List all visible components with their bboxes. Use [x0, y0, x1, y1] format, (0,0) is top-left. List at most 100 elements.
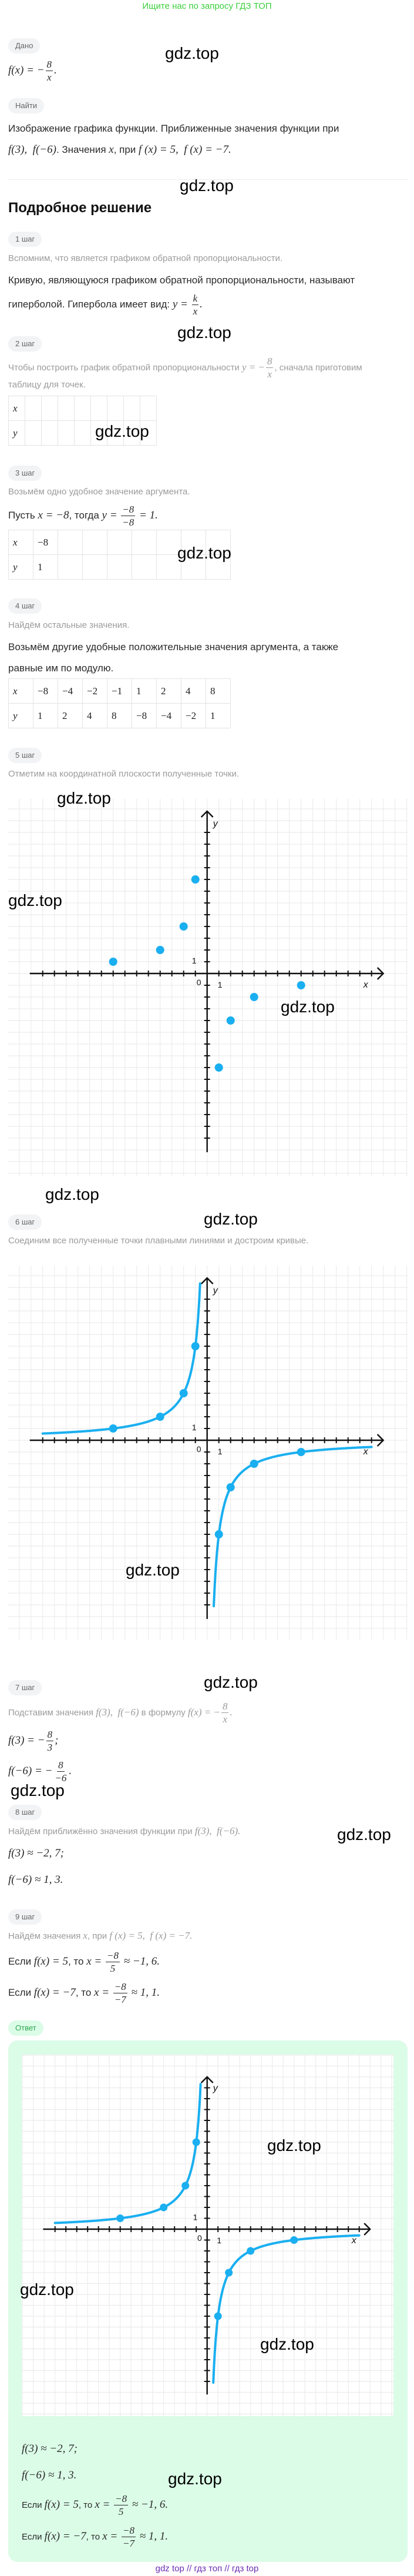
watermark: gdz.top [126, 1561, 180, 1579]
fraction: −8 5 [114, 2493, 129, 2518]
step-5-hint: Отметим на координатной плоскости получе… [8, 769, 240, 779]
find-text-line2: f(3), f(−6). Значения x, при f (x) = 5, … [8, 143, 231, 157]
numerator: k [191, 292, 199, 305]
fraction: −8 5 [105, 1949, 120, 1975]
answer-line1: f(3) ≈ −2, 7; [22, 2442, 78, 2456]
denominator: −7 [122, 2537, 134, 2549]
step-1-hint: Вспомним, что является графиком обратной… [8, 253, 282, 263]
data-point [156, 946, 164, 954]
formula-end: . [54, 64, 57, 76]
watermark: gdz.top [337, 1825, 391, 1844]
hyperbola-branch-right [213, 1446, 373, 1608]
fraction: −8 −7 [113, 1980, 127, 2006]
denominator: 5 [110, 1962, 116, 1974]
text: Пусть [8, 510, 38, 521]
data-point [250, 1460, 258, 1468]
data-point [181, 2182, 190, 2190]
table-cell [58, 554, 83, 580]
watermark: gdz.top [165, 44, 219, 62]
data-point [250, 993, 258, 1001]
step-7-line2: f(−6) = − 8 −6. [8, 1758, 72, 1785]
table-cell [82, 530, 107, 555]
table-row-header: y [8, 420, 25, 446]
answer-graph: 0 1 1 y x [22, 2055, 393, 2416]
step-8-label: 8 шаг [8, 1805, 42, 1820]
step-2-label: 2 шаг [8, 336, 42, 352]
math: f(x) = 5 [33, 1955, 68, 1968]
table-cell: 8 [206, 678, 231, 704]
step-9-line1: Если f(x) = 5, то x = −8 5 ≈ −1, 6. [8, 1948, 160, 1976]
table-row-header: y [8, 703, 33, 728]
table-cell [107, 396, 124, 421]
watermark: gdz.top [57, 789, 111, 807]
watermark: gdz.top [177, 544, 231, 562]
watermark: gdz.top [260, 2335, 314, 2353]
denominator: x [46, 71, 52, 83]
table-cell: −4 [156, 703, 181, 728]
table-cell [25, 396, 42, 421]
step-2-hint: Чтобы построить график обратной пропорци… [8, 354, 362, 381]
text: Если [22, 2531, 45, 2542]
hyperbola-branch-right [212, 2234, 361, 2384]
table-cell: −2 [181, 703, 206, 728]
table-cell: 1 [132, 678, 157, 704]
math: x [109, 143, 114, 156]
math: f(x) = −7 [44, 2530, 86, 2542]
numerator: 8 [45, 58, 53, 71]
table-cell [140, 396, 157, 421]
table-cell [58, 530, 83, 555]
denominator: −8 [122, 516, 134, 528]
data-point [192, 2138, 200, 2146]
numerator: −8 [105, 1949, 120, 1962]
text: , то [78, 2500, 95, 2510]
graph-background [8, 799, 408, 1176]
origin-label: 0 [197, 1444, 201, 1454]
watermark: gdz.top [8, 891, 62, 909]
denominator: x [193, 305, 198, 317]
find-label: Найти [8, 98, 45, 113]
text: Найдём приближённо значения функции при [8, 1826, 195, 1836]
numerator: 8 [46, 1728, 54, 1741]
table-cell [41, 420, 58, 446]
table-cell [132, 530, 157, 555]
math: f(3) ≈ −2, 7; [8, 1847, 65, 1859]
math: x = −8 [38, 509, 69, 521]
hyperbola-branch-left [41, 1282, 201, 1435]
table-cell [156, 554, 181, 580]
text: гиперболой. Гипербола имеет вид: [8, 299, 173, 310]
watermark: gdz.top [204, 1673, 258, 1691]
math: = 1. [136, 509, 158, 521]
step-9-label: 9 шаг [8, 1909, 42, 1925]
step-3-label: 3 шаг [8, 466, 42, 481]
table-row: y [8, 420, 157, 446]
watermark: gdz.top [177, 323, 231, 342]
math: f(3), f(−6) [96, 1707, 139, 1718]
table-cell: −8 [33, 530, 58, 555]
data-point [226, 1016, 235, 1025]
text: сначала приготовим [277, 362, 362, 373]
text: Если [8, 1956, 34, 1967]
denominator: 5 [118, 2505, 124, 2517]
watermark: gdz.top [20, 2280, 74, 2299]
math: ≈ 1, 1. [128, 1986, 160, 1999]
y-axis-arrow [200, 810, 214, 818]
math: x [83, 1930, 87, 1941]
step-4-hint: Найдём остальные значения. [8, 620, 130, 630]
step-3-hint: Возьмём одно удобное значение аргумента. [8, 487, 190, 497]
step-1-label: 1 шаг [8, 232, 42, 247]
math: f(−6) ≈ 1, 3. [22, 2469, 77, 2481]
answer-line2: f(−6) ≈ 1, 3. [22, 2468, 76, 2483]
step-4-label: 4 шаг [8, 598, 42, 614]
math: x = [102, 2530, 120, 2542]
math: y = − [241, 362, 265, 373]
step-4-text1: Возьмём другие удобные положительные зна… [8, 641, 339, 653]
table-cell: −4 [58, 678, 83, 704]
table-cell: 2 [58, 703, 83, 728]
footer-links[interactable]: gdz top // гдз топ // гдз top [155, 2564, 259, 2574]
data-point [214, 1063, 223, 1072]
